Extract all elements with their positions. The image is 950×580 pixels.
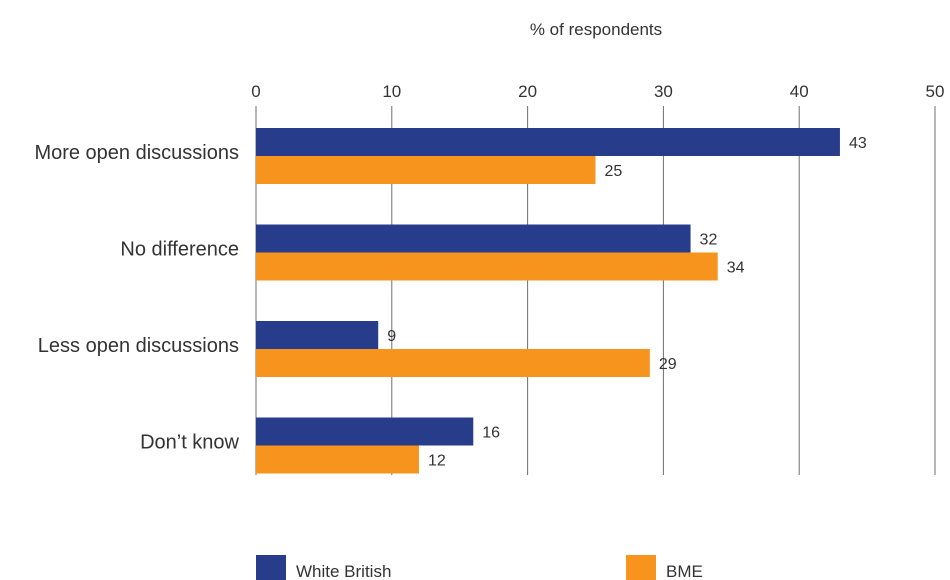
data-label: 29 xyxy=(659,356,677,373)
legend-swatch-white-british xyxy=(256,555,286,580)
data-label: 9 xyxy=(387,328,396,345)
category-label: No difference xyxy=(120,239,239,261)
labels: 0 10 20 30 40 50 More open discussions 43 25 No d… xyxy=(34,82,944,470)
x-tick-label: 40 xyxy=(790,82,809,101)
data-label: 43 xyxy=(849,135,867,152)
bar-bme xyxy=(256,252,718,281)
bars xyxy=(256,128,840,474)
data-label: 12 xyxy=(428,453,446,470)
bar-white-british xyxy=(256,128,840,156)
legend: White British BME xyxy=(256,555,703,580)
x-tick-label: 0 xyxy=(251,82,260,101)
bar-bme xyxy=(256,349,650,377)
category-label: Don’t know xyxy=(140,432,239,454)
legend-label: BME xyxy=(666,562,703,580)
legend-swatch-bme xyxy=(626,555,656,580)
bar-white-british xyxy=(256,224,691,253)
x-tick-label: 30 xyxy=(654,82,673,101)
data-label: 34 xyxy=(727,260,745,277)
x-tick-label: 50 xyxy=(926,82,945,101)
x-tick-label: 20 xyxy=(518,82,537,101)
data-label: 25 xyxy=(605,163,623,180)
category-label: Less open discussions xyxy=(38,335,239,357)
data-label: 32 xyxy=(700,232,718,249)
legend-label: White British xyxy=(296,562,391,580)
data-label: 16 xyxy=(482,425,500,442)
bar-bme xyxy=(256,156,596,184)
bar-white-british xyxy=(256,417,474,446)
bar-bme xyxy=(256,445,419,474)
x-axis-label: % of respondents xyxy=(530,20,662,39)
bar-white-british xyxy=(256,321,379,349)
category-label: More open discussions xyxy=(34,142,239,164)
x-tick-label: 10 xyxy=(382,82,401,101)
